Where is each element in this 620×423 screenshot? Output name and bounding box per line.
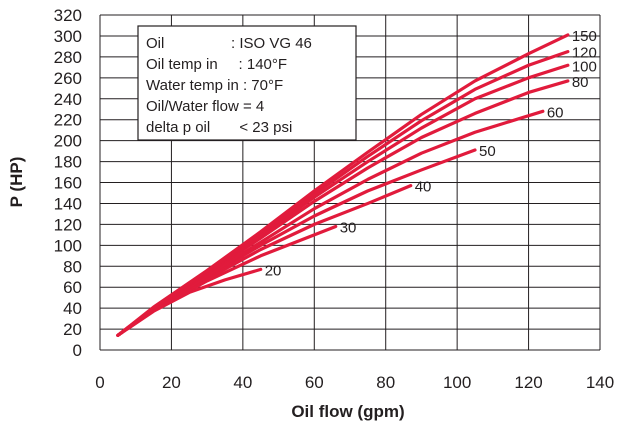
y-tick-label: 40	[63, 299, 82, 318]
legend-line: Oil : ISO VG 46	[146, 35, 312, 52]
y-tick-label: 280	[54, 48, 82, 67]
series-label-100: 100	[572, 58, 597, 75]
legend-line: delta p oil < 23 psi	[146, 119, 292, 136]
tick-labels: 0 20 40 60 80 100 120 1400204060801001201401601…	[54, 6, 615, 392]
x-tick-label: 20	[162, 373, 181, 392]
y-axis-title: P (HP)	[7, 157, 26, 208]
series-label-60: 60	[547, 104, 564, 121]
x-tick-label: 40	[233, 373, 252, 392]
y-tick-label: 20	[63, 320, 82, 339]
series-line-20	[116, 267, 263, 337]
legend-line: Oil/Water flow = 4	[146, 98, 264, 115]
legend-box: Oil : ISO VG 46 Oil temp in : 140°F Wate…	[137, 25, 357, 141]
y-tick-label: 100	[54, 236, 82, 255]
y-tick-label: 240	[54, 90, 82, 109]
y-tick-label: 120	[54, 215, 82, 234]
series-label-120: 120	[572, 45, 597, 62]
y-tick-label: 0	[73, 341, 82, 360]
y-tick-label: 200	[54, 132, 82, 151]
series-label-40: 40	[415, 179, 432, 196]
series-layer	[116, 33, 570, 337]
x-axis-title: Oil flow (gpm)	[291, 402, 404, 421]
series-line-40	[116, 184, 413, 337]
y-tick-label: 160	[54, 174, 82, 193]
y-tick-label: 140	[54, 194, 82, 213]
series-label-50: 50	[479, 143, 496, 160]
legend-line: Water temp in : 70°F	[146, 77, 283, 94]
series-line-150	[116, 33, 570, 337]
legend-line: Oil temp in : 140°F	[146, 56, 287, 73]
series-label-20: 20	[265, 262, 282, 279]
y-tick-label: 180	[54, 153, 82, 172]
y-tick-label: 300	[54, 27, 82, 46]
y-tick-label: 60	[63, 278, 82, 297]
series-label-150: 150	[572, 28, 597, 45]
y-tick-label: 320	[54, 6, 82, 25]
series-label-80: 80	[572, 74, 589, 91]
x-tick-label: 60	[305, 373, 324, 392]
x-tick-label: 0	[95, 373, 104, 392]
y-tick-label: 220	[54, 111, 82, 130]
x-tick-label: 80	[376, 373, 395, 392]
x-tick-label: 120	[514, 373, 542, 392]
legend-frame	[137, 25, 357, 141]
x-tick-label: 100	[443, 373, 471, 392]
y-tick-label: 260	[54, 69, 82, 88]
y-tick-label: 80	[63, 257, 82, 276]
series-label-30: 30	[340, 219, 357, 236]
x-tick-label: 140	[586, 373, 614, 392]
